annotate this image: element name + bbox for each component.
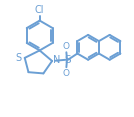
Text: Cl: Cl <box>35 5 44 15</box>
Text: O: O <box>63 69 70 78</box>
Text: N: N <box>53 55 60 65</box>
Text: S: S <box>64 55 71 65</box>
Text: S: S <box>16 53 22 63</box>
Text: O: O <box>63 42 70 51</box>
